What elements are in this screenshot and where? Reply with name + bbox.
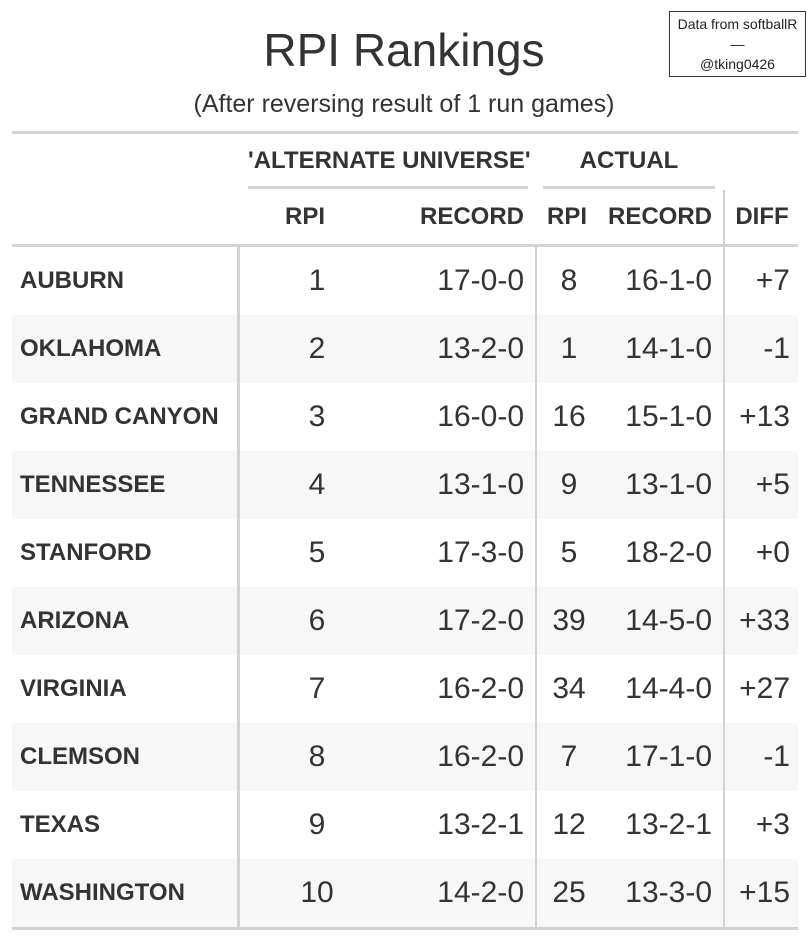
alt-rpi-cell: 10 [300, 876, 334, 909]
act-rpi-cell: 39 [552, 604, 586, 637]
col-header-act-rpi: RPI [546, 203, 587, 230]
alt-rpi-cell: 8 [308, 740, 326, 773]
col-header-alt-record: RECORD [419, 203, 524, 230]
act-rpi-cell: 5 [560, 536, 578, 569]
alt-record-cell: 13-2-0 [437, 332, 524, 365]
spanner-actual-underline [543, 186, 715, 189]
alt-record-cell: 17-0-0 [437, 264, 524, 297]
diff-cell: +33 [739, 604, 790, 637]
spanner-actual: ACTUAL [579, 147, 679, 174]
diff-cell: -1 [763, 332, 790, 365]
body-team-separator [237, 247, 240, 927]
table-row: ARIZONA 6 17-2-0 39 14-5-0 +33 [12, 587, 798, 655]
act-rpi-cell: 16 [552, 400, 586, 433]
act-record-cell: 13-1-0 [625, 468, 712, 501]
alt-record-cell: 13-2-1 [437, 808, 524, 841]
col-header-diff: DIFF [735, 203, 789, 230]
act-record-cell: 13-3-0 [625, 876, 712, 909]
table-subtitle: (After reversing result of 1 run games) [193, 90, 615, 118]
alt-rpi-cell: 9 [308, 808, 326, 841]
header-diff-separator [723, 190, 725, 246]
diff-cell: +0 [755, 536, 790, 569]
bottom-rule [12, 927, 798, 930]
alt-rpi-cell: 7 [308, 672, 326, 705]
team-name-cell: TEXAS [20, 811, 101, 838]
team-name-cell: AUBURN [20, 267, 124, 294]
body-universe-separator [535, 247, 537, 927]
alt-rpi-cell: 6 [308, 604, 326, 637]
team-name-cell: STANFORD [20, 539, 152, 566]
alt-rpi-cell: 1 [308, 264, 326, 297]
act-rpi-cell: 7 [560, 740, 578, 773]
act-rpi-cell: 1 [560, 332, 578, 365]
team-name-cell: GRAND CANYON [20, 403, 219, 430]
alt-record-cell: 14-2-0 [437, 876, 524, 909]
alt-rpi-cell: 2 [308, 332, 326, 365]
alt-rpi-cell: 3 [308, 400, 326, 433]
act-record-cell: 14-5-0 [625, 604, 712, 637]
data-credit-box: Data from softballR — @tking0426 [669, 11, 806, 77]
credit-author: @tking0426 [700, 56, 775, 72]
col-header-act-record: RECORD [607, 203, 712, 230]
credit-divider: — [730, 36, 745, 52]
spanner-alternate-underline [248, 186, 528, 189]
diff-cell: +15 [739, 876, 790, 909]
table-row: AUBURN 1 17-0-0 8 16-1-0 +7 [12, 247, 798, 315]
spanner-alternate-universe: 'ALTERNATE UNIVERSE' [248, 147, 531, 174]
team-name-cell: WASHINGTON [20, 879, 185, 906]
table-row: OKLAHOMA 2 13-2-0 1 14-1-0 -1 [12, 315, 798, 383]
team-name-cell: VIRGINIA [20, 675, 127, 702]
act-record-cell: 14-4-0 [625, 672, 712, 705]
alt-record-cell: 16-2-0 [437, 740, 524, 773]
act-record-cell: 13-2-1 [625, 808, 712, 841]
team-name-cell: OKLAHOMA [20, 335, 162, 362]
alt-rpi-cell: 5 [308, 536, 326, 569]
table-row: TENNESSEE 4 13-1-0 9 13-1-0 +5 [12, 451, 798, 519]
header-rule [12, 244, 798, 247]
diff-cell: +27 [739, 672, 790, 705]
act-record-cell: 17-1-0 [625, 740, 712, 773]
diff-cell: +7 [755, 264, 790, 297]
table-row: WASHINGTON 10 14-2-0 25 13-3-0 +15 [12, 859, 798, 927]
table-row: VIRGINIA 7 16-2-0 34 14-4-0 +27 [12, 655, 798, 723]
act-record-cell: 14-1-0 [625, 332, 712, 365]
credit-source: Data from softballR [677, 16, 798, 32]
act-rpi-cell: 34 [552, 672, 586, 705]
table-title: RPI Rankings [263, 24, 545, 76]
team-name-cell: CLEMSON [20, 743, 140, 770]
table-row: CLEMSON 8 16-2-0 7 17-1-0 -1 [12, 723, 798, 791]
col-header-alt-rpi: RPI [284, 203, 325, 230]
alt-record-cell: 16-0-0 [437, 400, 524, 433]
top-rule [12, 131, 798, 134]
diff-cell: +3 [755, 808, 790, 841]
diff-cell: +13 [739, 400, 790, 433]
act-record-cell: 18-2-0 [625, 536, 712, 569]
alt-record-cell: 16-2-0 [437, 672, 524, 705]
act-rpi-cell: 8 [560, 264, 578, 297]
alt-record-cell: 13-1-0 [437, 468, 524, 501]
table-row: TEXAS 9 13-2-1 12 13-2-1 +3 [12, 791, 798, 859]
act-record-cell: 15-1-0 [625, 400, 712, 433]
diff-cell: -1 [763, 740, 790, 773]
team-name-cell: ARIZONA [20, 607, 130, 634]
team-name-cell: TENNESSEE [20, 471, 166, 498]
alt-rpi-cell: 4 [308, 468, 326, 501]
alt-record-cell: 17-3-0 [437, 536, 524, 569]
act-rpi-cell: 12 [552, 808, 586, 841]
diff-cell: +5 [755, 468, 790, 501]
alt-record-cell: 17-2-0 [437, 604, 524, 637]
act-record-cell: 16-1-0 [625, 264, 712, 297]
table-row: STANFORD 5 17-3-0 5 18-2-0 +0 [12, 519, 798, 587]
act-rpi-cell: 9 [560, 468, 578, 501]
table-row: GRAND CANYON 3 16-0-0 16 15-1-0 +13 [12, 383, 798, 451]
act-rpi-cell: 25 [552, 876, 586, 909]
body-diff-separator [723, 247, 725, 927]
